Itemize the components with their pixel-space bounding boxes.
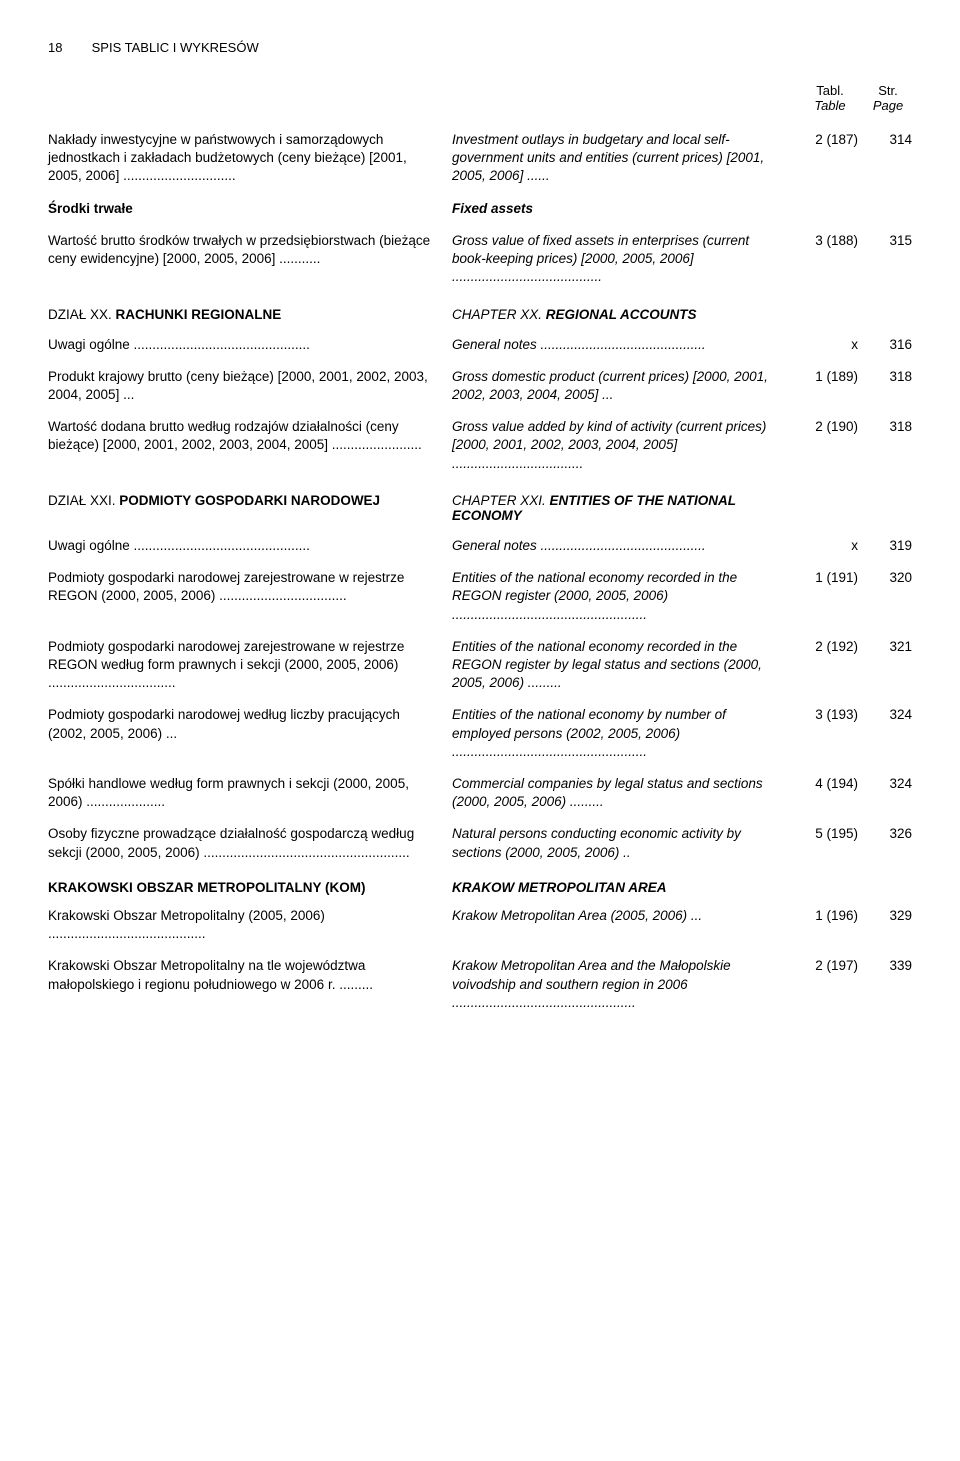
toc-row: Wartość dodana brutto według rodzajów dz… <box>48 418 912 473</box>
row-pg: 324 <box>864 706 912 724</box>
section-title-pl: PODMIOTY GOSPODARKI NARODOWEJ <box>119 493 380 508</box>
row-en: Fixed assets <box>452 200 790 218</box>
toc-row: Wartość brutto środków trwałych w przeds… <box>48 232 912 287</box>
row-pl: Podmioty gospodarki narodowej zarejestro… <box>48 638 452 693</box>
section-label-pl: DZIAŁ XX. <box>48 307 112 322</box>
row-tbl: 1 (196) <box>790 907 864 925</box>
row-tbl: 3 (193) <box>790 706 864 724</box>
col-str: Str. <box>864 83 912 98</box>
row-pl: Krakowski Obszar Metropolitalny na tle w… <box>48 957 452 993</box>
row-pl: Produkt krajowy brutto (ceny bieżące) [2… <box>48 368 452 404</box>
row-pg: 339 <box>864 957 912 975</box>
row-tbl: 1 (189) <box>790 368 864 386</box>
row-en: Gross value added by kind of activity (c… <box>452 418 790 473</box>
section-label-en: CHAPTER XXI. <box>452 493 546 508</box>
kom-subhead: KRAKOWSKI OBSZAR METROPOLITALNY (KOM) KR… <box>48 880 912 895</box>
row-pg: 318 <box>864 368 912 386</box>
toc-row: Podmioty gospodarki narodowej zarejestro… <box>48 569 912 624</box>
row-tbl: 2 (192) <box>790 638 864 656</box>
row-en: Krakow Metropolitan Area (2005, 2006) ..… <box>452 907 790 925</box>
row-tbl: 1 (191) <box>790 569 864 587</box>
toc-row: Krakowski Obszar Metropolitalny na tle w… <box>48 957 912 1012</box>
row-pl: Podmioty gospodarki narodowej zarejestro… <box>48 569 452 605</box>
section-label-pl: DZIAŁ XXI. <box>48 493 116 508</box>
row-pl: Wartość dodana brutto według rodzajów dz… <box>48 418 452 454</box>
page-number: 18 <box>48 40 88 55</box>
row-en: Commercial companies by legal status and… <box>452 775 790 811</box>
toc-row: Podmioty gospodarki narodowej według lic… <box>48 706 912 761</box>
row-pg: 320 <box>864 569 912 587</box>
row-tbl: x <box>790 537 864 555</box>
col-table: Table <box>796 98 864 113</box>
row-pl: Uwagi ogólne ...........................… <box>48 336 452 354</box>
section-label-en: CHAPTER XX. <box>452 307 542 322</box>
column-headers: Tabl. Table Str. Page <box>48 83 912 113</box>
row-pl: Nakłady inwestycyjne w państwowych i sam… <box>48 131 452 186</box>
row-en: Entities of the national economy by numb… <box>452 706 790 761</box>
row-en: Entities of the national economy recorde… <box>452 638 790 693</box>
row-en: Krakow Metropolitan Area and the Małopol… <box>452 957 790 1012</box>
row-pg: 329 <box>864 907 912 925</box>
kom-pl: KRAKOWSKI OBSZAR METROPOLITALNY (KOM) <box>48 880 452 895</box>
row-en: Investment outlays in budgetary and loca… <box>452 131 790 186</box>
toc-row: Podmioty gospodarki narodowej zarejestro… <box>48 638 912 693</box>
row-pg: 316 <box>864 336 912 354</box>
row-en: Gross domestic product (current prices) … <box>452 368 790 404</box>
row-pl: Wartość brutto środków trwałych w przeds… <box>48 232 452 268</box>
row-pg: 314 <box>864 131 912 149</box>
section-xx: DZIAŁ XX. RACHUNKI REGIONALNE CHAPTER XX… <box>48 307 912 322</box>
page-header: 18 SPIS TABLIC I WYKRESÓW <box>48 40 912 55</box>
col-page: Page <box>864 98 912 113</box>
toc-row: Nakłady inwestycyjne w państwowych i sam… <box>48 131 912 186</box>
row-tbl: 3 (188) <box>790 232 864 250</box>
toc-row: Spółki handlowe według form prawnych i s… <box>48 775 912 811</box>
toc-row: Uwagi ogólne ...........................… <box>48 537 912 555</box>
row-pg: 318 <box>864 418 912 436</box>
row-pl: Środki trwałe <box>48 200 452 218</box>
row-pg: 326 <box>864 825 912 843</box>
toc-row: Krakowski Obszar Metropolitalny (2005, 2… <box>48 907 912 943</box>
row-tbl: 2 (197) <box>790 957 864 975</box>
row-en: Natural persons conducting economic acti… <box>452 825 790 861</box>
kom-en: KRAKOW METROPOLITAN AREA <box>452 880 796 895</box>
row-tbl: 4 (194) <box>790 775 864 793</box>
row-tbl: 2 (187) <box>790 131 864 149</box>
row-pg: 321 <box>864 638 912 656</box>
row-en: Entities of the national economy recorde… <box>452 569 790 624</box>
row-pg: 319 <box>864 537 912 555</box>
col-tabl: Tabl. <box>796 83 864 98</box>
row-pl: Osoby fizyczne prowadzące działalność go… <box>48 825 452 861</box>
row-en: General notes ..........................… <box>452 537 790 555</box>
row-pl: Uwagi ogólne ...........................… <box>48 537 452 555</box>
row-en: Gross value of fixed assets in enterpris… <box>452 232 790 287</box>
row-pl: Podmioty gospodarki narodowej według lic… <box>48 706 452 742</box>
toc-row: Środki trwałe Fixed assets <box>48 200 912 218</box>
header-title: SPIS TABLIC I WYKRESÓW <box>92 40 259 55</box>
toc-row: Osoby fizyczne prowadzące działalność go… <box>48 825 912 861</box>
row-pl: Krakowski Obszar Metropolitalny (2005, 2… <box>48 907 452 943</box>
row-en: General notes ..........................… <box>452 336 790 354</box>
toc-row: Uwagi ogólne ...........................… <box>48 336 912 354</box>
toc-row: Produkt krajowy brutto (ceny bieżące) [2… <box>48 368 912 404</box>
row-tbl: x <box>790 336 864 354</box>
row-tbl: 5 (195) <box>790 825 864 843</box>
row-pg: 324 <box>864 775 912 793</box>
row-pl: Spółki handlowe według form prawnych i s… <box>48 775 452 811</box>
section-title-pl: RACHUNKI REGIONALNE <box>116 307 282 322</box>
row-tbl: 2 (190) <box>790 418 864 436</box>
section-xxi: DZIAŁ XXI. PODMIOTY GOSPODARKI NARODOWEJ… <box>48 493 912 523</box>
row-pg: 315 <box>864 232 912 250</box>
section-title-en: REGIONAL ACCOUNTS <box>546 307 697 322</box>
